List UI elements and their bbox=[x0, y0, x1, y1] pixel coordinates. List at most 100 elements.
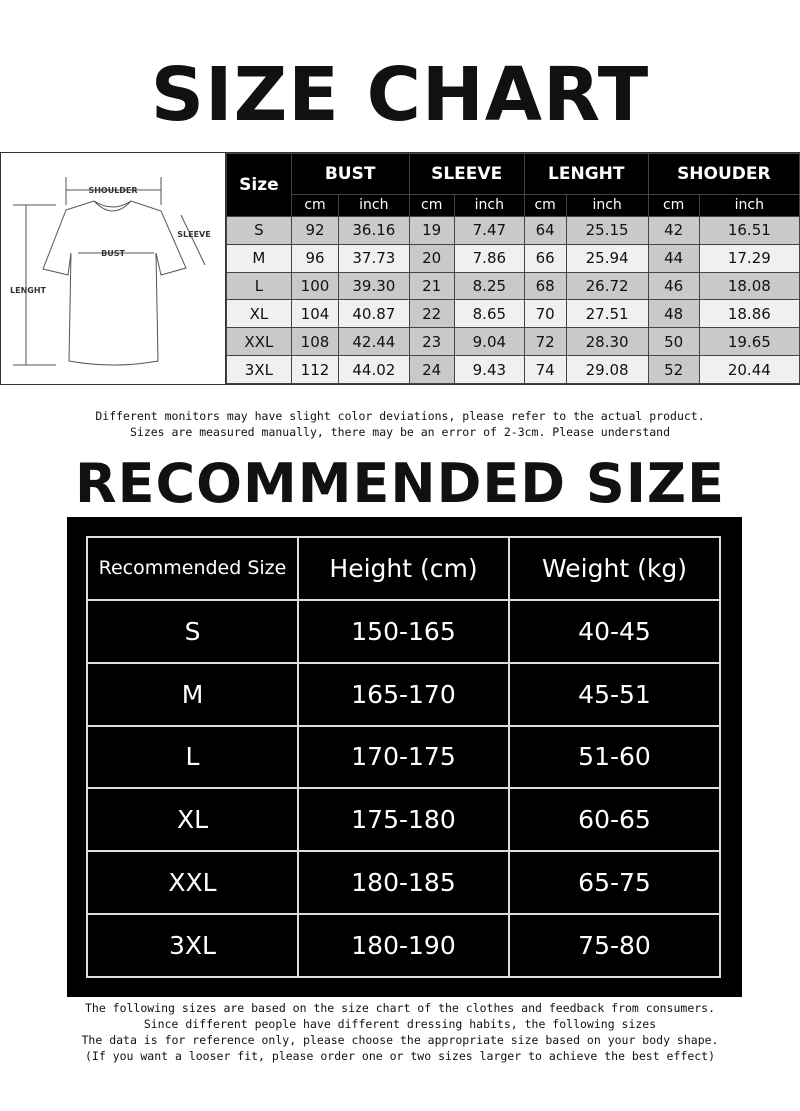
value-cell: 46 bbox=[647, 271, 700, 301]
shoulder-label: SHOULDER bbox=[88, 186, 137, 195]
value-cell: 70 bbox=[523, 299, 567, 329]
note-line: Since different people have different dr… bbox=[143, 1017, 657, 1031]
size-cell: M bbox=[226, 243, 292, 273]
value-cell: 44.02 bbox=[338, 355, 410, 384]
bust-label: BUST bbox=[101, 249, 125, 258]
value-cell: 8.25 bbox=[453, 271, 525, 301]
value-cell: 7.47 bbox=[453, 215, 525, 245]
table-row: 3XL 112 44.02 24 9.43 74 29.08 52 20.44 bbox=[226, 355, 800, 384]
header-height: Height (cm) bbox=[297, 536, 510, 601]
table-row: M 96 37.73 20 7.86 66 25.94 44 17.29 bbox=[226, 243, 800, 273]
value-cell: 104 bbox=[290, 299, 340, 329]
value-cell: 7.86 bbox=[453, 243, 525, 273]
value-cell: 50 bbox=[647, 327, 700, 357]
weight-cell: 75-80 bbox=[508, 913, 721, 978]
group-header: SLEEVE bbox=[408, 153, 525, 195]
value-cell: 40.87 bbox=[338, 299, 410, 329]
size-cell: M bbox=[86, 661, 299, 727]
value-cell: 29.08 bbox=[565, 355, 649, 384]
value-cell: 18.08 bbox=[698, 271, 800, 301]
value-cell: 25.15 bbox=[565, 215, 649, 245]
table-row: XXL 108 42.44 23 9.04 72 28.30 50 19.65 bbox=[226, 327, 800, 357]
table-row: S 92 36.16 19 7.47 64 25.15 42 16.51 bbox=[226, 215, 800, 245]
unit-header: inch bbox=[565, 193, 649, 217]
value-cell: 28.30 bbox=[565, 327, 649, 357]
table-row: XXL 180-185 65-75 bbox=[86, 850, 721, 916]
note-line: (If you want a looser fit, please order … bbox=[84, 1049, 716, 1063]
recommended-size-title: RECOMMENDED SIZE bbox=[75, 452, 725, 515]
footer-notes: The following sizes are based on the siz… bbox=[0, 1000, 800, 1064]
size-cell: 3XL bbox=[226, 355, 292, 384]
value-cell: 19 bbox=[408, 215, 455, 245]
recommended-size-panel: Recommended Size Height (cm) Weight (kg)… bbox=[67, 517, 742, 997]
value-cell: 20 bbox=[408, 243, 455, 273]
group-header: LENGHT bbox=[523, 153, 649, 195]
height-cell: 175-180 bbox=[297, 787, 510, 853]
value-cell: 108 bbox=[290, 327, 340, 357]
height-cell: 165-170 bbox=[297, 661, 510, 727]
value-cell: 112 bbox=[290, 355, 340, 384]
value-cell: 42.44 bbox=[338, 327, 410, 357]
note-line: The data is for reference only, please c… bbox=[81, 1033, 719, 1047]
value-cell: 8.65 bbox=[453, 299, 525, 329]
height-cell: 180-190 bbox=[297, 913, 510, 978]
table-row: XL 104 40.87 22 8.65 70 27.51 48 18.86 bbox=[226, 299, 800, 329]
value-cell: 52 bbox=[647, 355, 700, 384]
height-cell: 150-165 bbox=[297, 598, 510, 664]
size-cell: 3XL bbox=[86, 913, 299, 978]
size-cell: L bbox=[86, 724, 299, 790]
value-cell: 68 bbox=[523, 271, 567, 301]
value-cell: 17.29 bbox=[698, 243, 800, 273]
value-cell: 23 bbox=[408, 327, 455, 357]
value-cell: 25.94 bbox=[565, 243, 649, 273]
value-cell: 22 bbox=[408, 299, 455, 329]
value-cell: 16.51 bbox=[698, 215, 800, 245]
size-header: Size bbox=[226, 153, 292, 217]
value-cell: 96 bbox=[290, 243, 340, 273]
value-cell: 9.04 bbox=[453, 327, 525, 357]
value-cell: 39.30 bbox=[338, 271, 410, 301]
table-row: 3XL 180-190 75-80 bbox=[86, 913, 721, 978]
height-cell: 170-175 bbox=[297, 724, 510, 790]
value-cell: 26.72 bbox=[565, 271, 649, 301]
header-size: Recommended Size bbox=[86, 536, 299, 601]
unit-header: cm bbox=[290, 193, 340, 217]
note-line: The following sizes are based on the siz… bbox=[84, 1001, 716, 1015]
value-cell: 20.44 bbox=[698, 355, 800, 384]
table-row: XL 175-180 60-65 bbox=[86, 787, 721, 853]
unit-header: cm bbox=[408, 193, 455, 217]
disclaimer-notes: Different monitors may have slight color… bbox=[0, 408, 800, 440]
value-cell: 19.65 bbox=[698, 327, 800, 357]
tshirt-diagram: SHOULDER SLEEVE BUST LENGHT bbox=[1, 153, 226, 384]
weight-cell: 40-45 bbox=[508, 598, 721, 664]
value-cell: 74 bbox=[523, 355, 567, 384]
height-cell: 180-185 bbox=[297, 850, 510, 916]
value-cell: 64 bbox=[523, 215, 567, 245]
size-chart-table: SHOULDER SLEEVE BUST LENGHT Size BUST SL… bbox=[0, 152, 800, 385]
table-row: M 165-170 45-51 bbox=[86, 661, 721, 727]
unit-header: inch bbox=[698, 193, 800, 217]
size-cell: XL bbox=[226, 299, 292, 329]
size-cell: XL bbox=[86, 787, 299, 853]
value-cell: 72 bbox=[523, 327, 567, 357]
size-cell: S bbox=[226, 215, 292, 245]
value-cell: 9.43 bbox=[453, 355, 525, 384]
size-cell: XXL bbox=[226, 327, 292, 357]
value-cell: 18.86 bbox=[698, 299, 800, 329]
size-chart-title: SIZE CHART bbox=[150, 52, 650, 138]
unit-header: inch bbox=[338, 193, 410, 217]
note-line: Sizes are measured manually, there may b… bbox=[129, 425, 671, 439]
size-cell: S bbox=[86, 598, 299, 664]
value-cell: 37.73 bbox=[338, 243, 410, 273]
size-cell: XXL bbox=[86, 850, 299, 916]
note-line: Different monitors may have slight color… bbox=[95, 409, 705, 423]
unit-header: cm bbox=[647, 193, 700, 217]
weight-cell: 60-65 bbox=[508, 787, 721, 853]
table-row: L 170-175 51-60 bbox=[86, 724, 721, 790]
sleeve-label: SLEEVE bbox=[177, 230, 210, 239]
header-weight: Weight (kg) bbox=[508, 536, 721, 601]
value-cell: 66 bbox=[523, 243, 567, 273]
value-cell: 27.51 bbox=[565, 299, 649, 329]
size-cell: L bbox=[226, 271, 292, 301]
table-row: S 150-165 40-45 bbox=[86, 598, 721, 664]
